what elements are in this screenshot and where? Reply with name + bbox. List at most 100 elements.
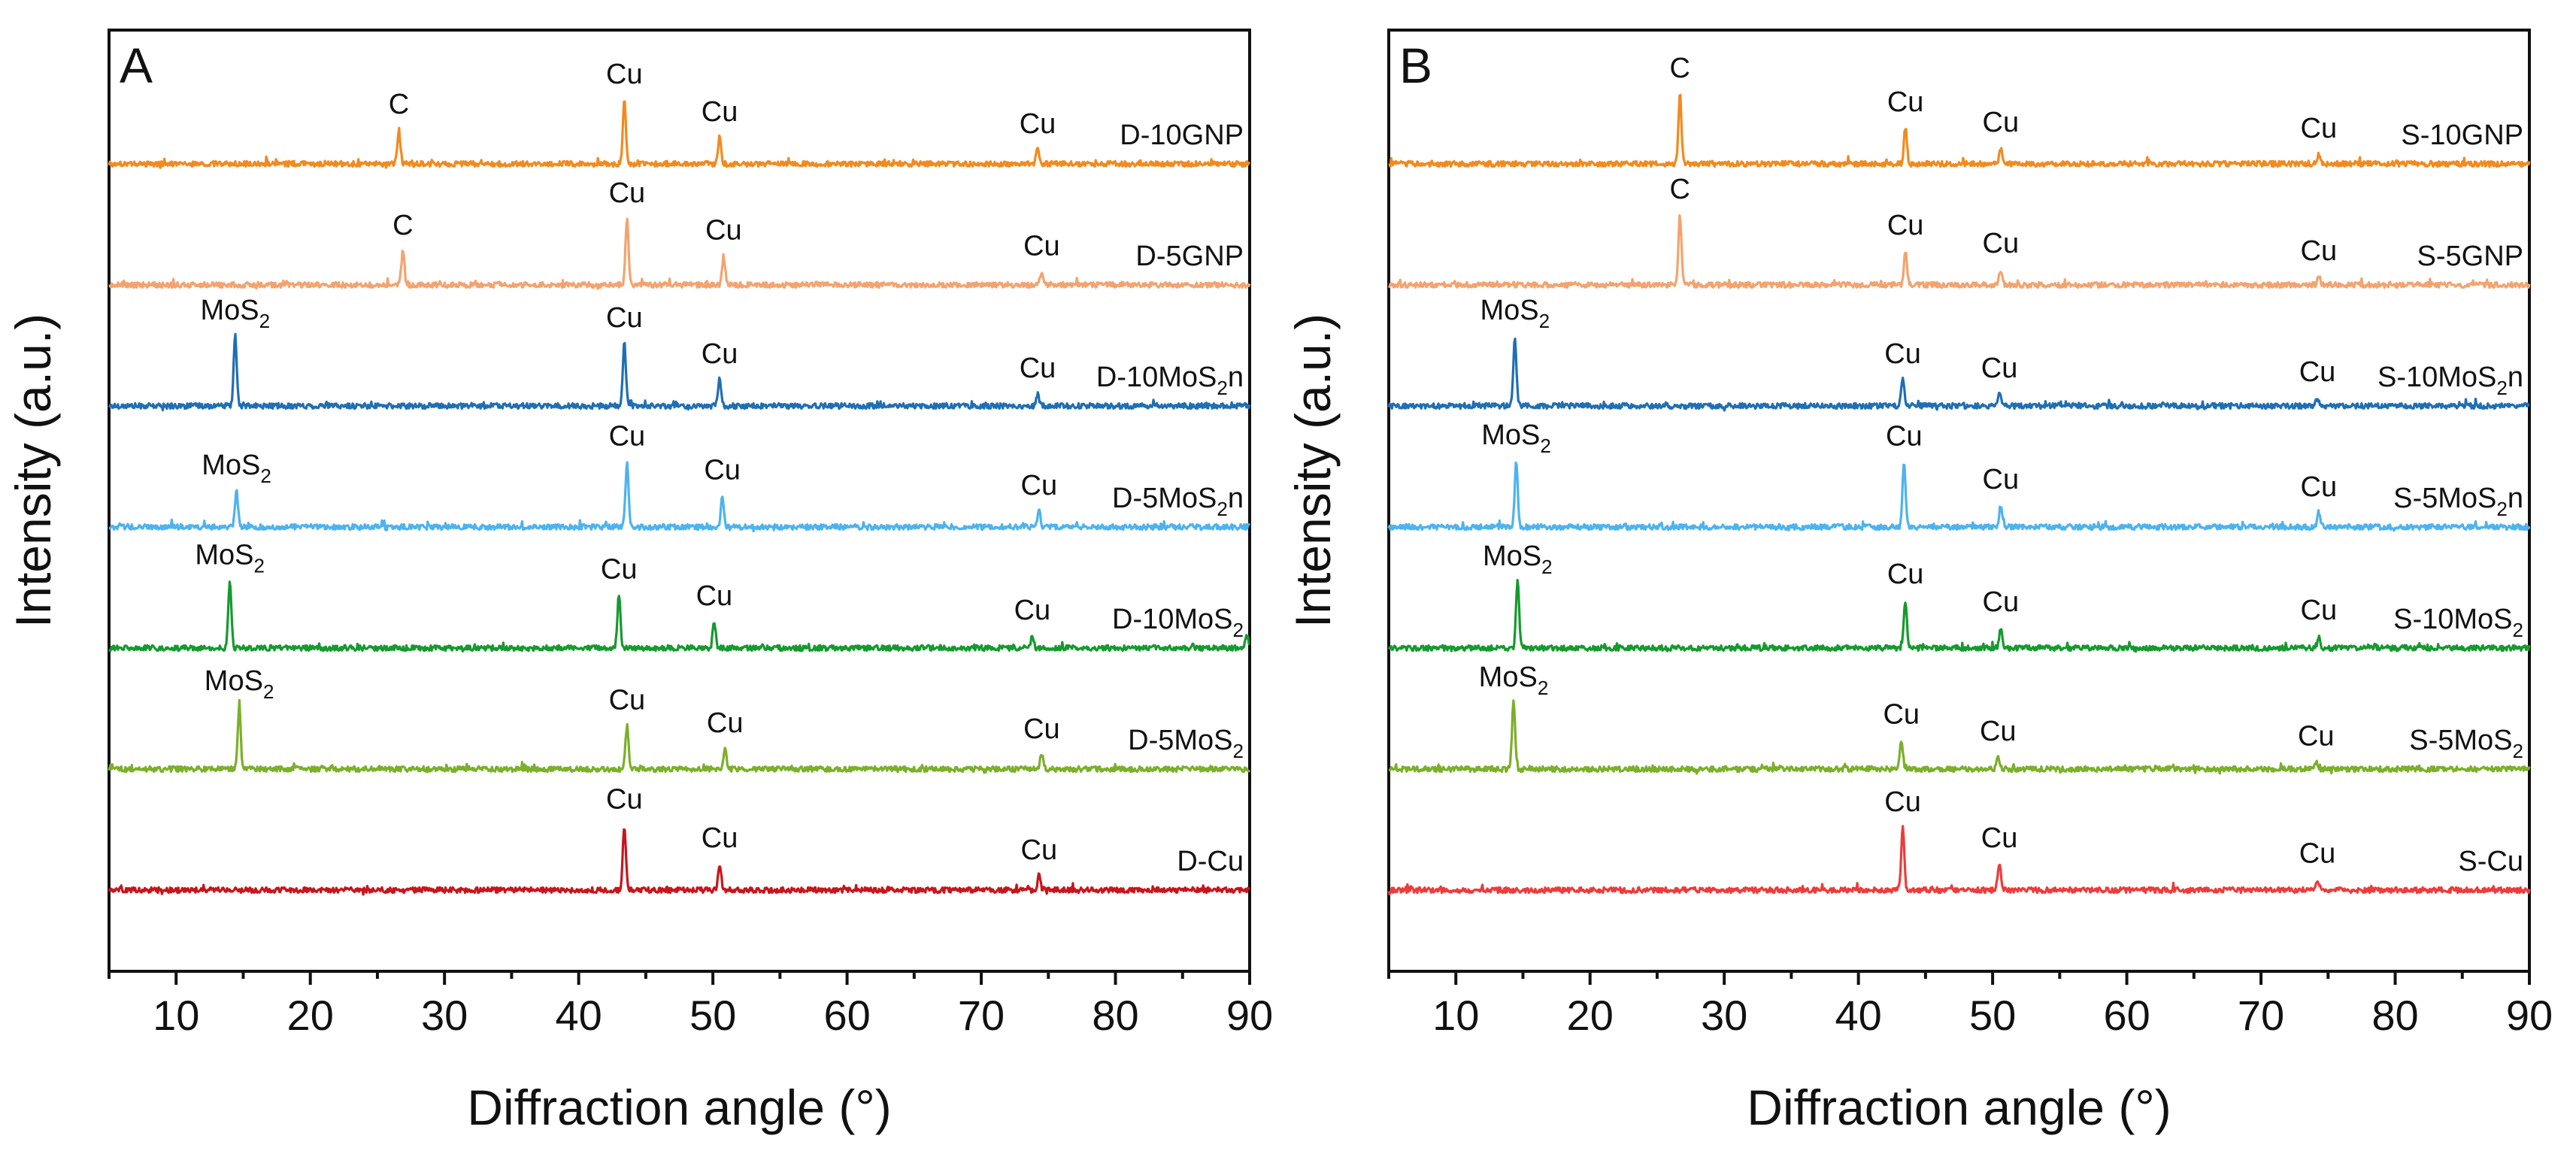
peak-label-main: Cu [2301, 595, 2338, 626]
peak-label: Cu [609, 684, 646, 716]
peak-label: Cu [1887, 559, 1924, 590]
peak-label-main: MoS [1479, 662, 1538, 693]
peak-label: Cu [702, 96, 738, 128]
peak-label-main: Cu [1887, 559, 1924, 590]
series-label-main: S-Cu [2458, 846, 2523, 877]
x-tick-label: 90 [2506, 992, 2553, 1039]
peak-label: MoS2 [200, 295, 270, 332]
peak-label: Cu [1981, 822, 2018, 854]
peak-label: Cu [1020, 108, 1056, 140]
xrd-trace [1387, 579, 2531, 653]
peak-label-main: Cu [2301, 471, 2338, 503]
peak-label: Cu [1014, 595, 1051, 626]
peak-label-main: MoS [1481, 419, 1540, 451]
peak-label: Cu [609, 177, 646, 209]
peak-label: Cu [1023, 713, 1060, 745]
peak-label-main: C [392, 210, 413, 241]
peak-label-main: Cu [2299, 838, 2336, 870]
series-label-subscript: 2 [2513, 740, 2523, 762]
peak-label-main: Cu [1021, 470, 1058, 501]
series-label-subscript: 2 [1233, 619, 1244, 641]
series-label-main: D-10GNP [1120, 120, 1244, 151]
peak-label: Cu [2299, 838, 2336, 870]
series-d-cu: Cu Cu Cu D-Cu [108, 784, 1251, 896]
peak-label: Cu [1021, 470, 1058, 501]
peak-label: Cu [1980, 716, 2017, 747]
plot-frame [108, 29, 1251, 973]
series-label: S-5MoS2 [2409, 725, 2523, 762]
panel-b: 10 20 30 40 50 60 70 80 90 Diffraction angle (°) I… [1285, 29, 2553, 1135]
peak-label: Cu [609, 421, 646, 453]
x-tick-label: 70 [2238, 992, 2284, 1039]
peak-label-main: Cu [1014, 595, 1051, 626]
peak-label-main: Cu [707, 707, 744, 739]
peak-label-subscript: 2 [263, 680, 274, 703]
y-axis-title: Intensity (a.u.) [5, 313, 61, 628]
peak-label-main: Cu [702, 822, 738, 854]
peak-label-main: MoS [205, 665, 263, 697]
xrd-trace [1387, 461, 2531, 532]
peak-label: Cu [1887, 86, 1924, 118]
peak-label: Cu [1886, 421, 1923, 453]
peak-label-main: Cu [1020, 353, 1056, 384]
series-label: S-10GNP [2401, 120, 2523, 151]
series-d-5gnp: C Cu Cu Cu D-5GNP [108, 177, 1251, 290]
series-label-tail: n [1228, 483, 1244, 514]
peak-label: MoS2 [195, 539, 265, 577]
peak-label: Cu [1983, 107, 2020, 138]
peak-label: MoS2 [1483, 541, 1553, 578]
x-tick-label: 60 [2103, 992, 2150, 1039]
series-s-10gnp: C Cu Cu Cu S-10GNP [1388, 53, 2531, 168]
series-label-subscript: 2 [1233, 740, 1244, 762]
series-label: D-Cu [1177, 846, 1244, 877]
series-label-subscript: 2 [2513, 619, 2523, 641]
x-tick-label: 10 [1432, 992, 1479, 1039]
series-label-main: D-Cu [1177, 846, 1244, 877]
panel-letter: A [120, 38, 153, 93]
peak-label: Cu [606, 59, 643, 90]
series-label: S-Cu [2458, 846, 2523, 877]
peak-label-subscript: 2 [1539, 310, 1550, 332]
peak-label-main: Cu [702, 96, 738, 128]
peak-label: Cu [1020, 353, 1056, 384]
peak-label: MoS2 [202, 450, 271, 487]
peak-label: Cu [1887, 210, 1924, 241]
x-tick-label: 40 [1835, 992, 1881, 1039]
series-label: S-10MoS2 [2393, 604, 2523, 641]
xrd-trace [1387, 214, 2531, 289]
peak-label: Cu [2301, 113, 2338, 144]
xrd-trace [108, 461, 1251, 533]
peak-label: Cu [2299, 356, 2336, 388]
xrd-trace [1387, 825, 2531, 896]
peak-label-main: Cu [2301, 113, 2338, 144]
plot-frame [1387, 29, 2531, 973]
xrd-trace [1388, 93, 2531, 168]
series-label-main: S-10MoS [2393, 604, 2512, 635]
peak-label-main: MoS [1483, 541, 1541, 572]
peak-label: Cu [2298, 720, 2335, 752]
peak-label-main: Cu [1983, 586, 2020, 618]
peak-label: C [1670, 53, 1690, 84]
peak-label: Cu [1983, 228, 2020, 259]
peak-label-main: Cu [1884, 786, 1921, 818]
series-label: D-5MoS2 [1128, 725, 1244, 762]
series-label-main: S-5GNP [2417, 241, 2523, 272]
panel-letter: B [1399, 38, 1432, 93]
peak-label-main: C [1670, 174, 1690, 205]
series-label: D-5GNP [1135, 241, 1244, 272]
peak-label-main: Cu [1023, 713, 1060, 745]
x-tick-label: 20 [1567, 992, 1614, 1039]
series-label-main: D-10MoS [1096, 362, 1217, 393]
peak-label-main: Cu [606, 784, 643, 816]
series-label-subscript: 2 [1217, 498, 1227, 520]
series-label-tail: n [2508, 362, 2523, 393]
series-label-subscript: 2 [2496, 377, 2507, 399]
peak-label: Cu [1023, 230, 1060, 262]
